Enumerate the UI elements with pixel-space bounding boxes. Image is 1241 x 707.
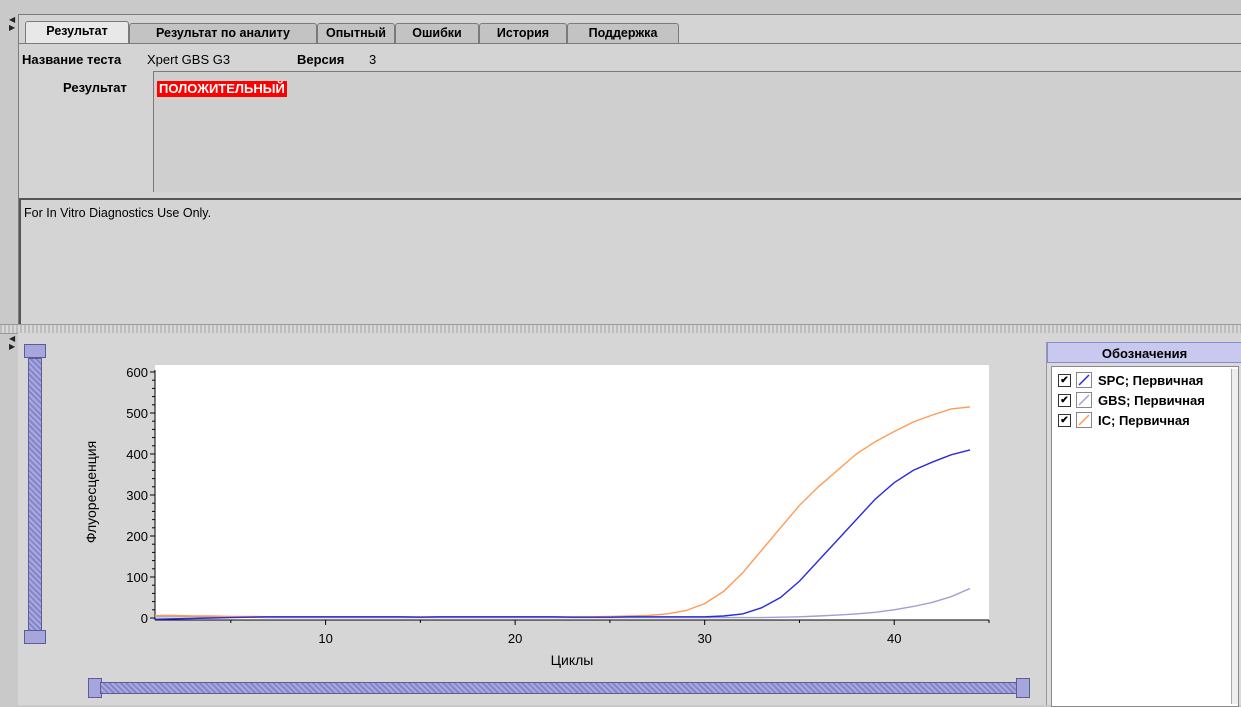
- legend-item-spc[interactable]: ✔ SPC; Первичная: [1058, 371, 1203, 389]
- y-zoom-scrollbar[interactable]: [20, 340, 50, 646]
- series-line-spc: [154, 449, 971, 620]
- x-tick-label: 30: [697, 631, 711, 646]
- collapse-left-arrow-icon[interactable]: ◀: [9, 15, 16, 24]
- version-value: 3: [369, 52, 377, 67]
- legend-item-label: IC; Первичная: [1098, 412, 1190, 428]
- result-status-badge: ПОЛОЖИТЕЛЬНЫЙ: [157, 81, 287, 97]
- plot-area: [155, 365, 989, 620]
- legend-item-label: SPC; Первичная: [1098, 372, 1204, 388]
- x-zoom-right-handle[interactable]: [1016, 678, 1030, 698]
- tab-underline: [19, 43, 1241, 44]
- legend-list: ✔ SPC; Первичная ✔ GBS; Первичная ✔ IC; …: [1051, 366, 1239, 707]
- y-tick-label: 600: [126, 365, 148, 380]
- y-axis-label: Флуоресценция: [83, 441, 99, 543]
- series-line-gbs: [155, 587, 971, 619]
- legend-checkbox[interactable]: ✔: [1058, 373, 1071, 387]
- legend-item-ic[interactable]: ✔ IC; Первичная: [1058, 411, 1190, 429]
- expand-right-arrow-icon[interactable]: ▶: [9, 342, 16, 351]
- result-box: ПОЛОЖИТЕЛЬНЫЙ: [153, 71, 1241, 192]
- amplification-chart: 0 100 200 300 400 500 600 10 20 30 40 Циклы Флуоре…: [83, 365, 990, 668]
- legend-panel: Обозначения ✔ SPC; Первичная ✔ GBS; Перв…: [1046, 342, 1241, 707]
- legend-scrollbar[interactable]: [1231, 369, 1238, 704]
- y-tick-label: 0: [141, 611, 148, 626]
- notes-box: For In Vitro Diagnostics Use Only.: [19, 198, 1241, 324]
- y-tick-label: 200: [126, 529, 148, 544]
- y-tick-label: 100: [126, 570, 148, 585]
- x-tick-label: 20: [508, 631, 522, 646]
- disclaimer-text: For In Vitro Diagnostics Use Only.: [24, 206, 212, 220]
- legend-title: Обозначения: [1047, 342, 1241, 363]
- legend-checkbox[interactable]: ✔: [1058, 393, 1071, 407]
- y-zoom-top-handle[interactable]: [24, 344, 46, 358]
- result-panel: Результат Результат по аналиту Опытный О…: [18, 14, 1241, 324]
- version-label: Версия: [297, 52, 345, 67]
- test-name-label: Название теста: [22, 52, 122, 67]
- collapse-left-arrow-icon[interactable]: ◀: [9, 334, 16, 343]
- tab-analyte-result[interactable]: Результат по аналиту: [129, 23, 317, 43]
- x-tick-label: 10: [318, 631, 332, 646]
- series-swatch-icon: [1076, 372, 1092, 388]
- y-zoom-bottom-handle[interactable]: [24, 630, 46, 644]
- y-tick-label: 300: [126, 488, 148, 503]
- x-tick-label: 40: [887, 631, 901, 646]
- legend-item-gbs[interactable]: ✔ GBS; Первичная: [1058, 391, 1205, 409]
- y-tick-label: 400: [126, 447, 148, 462]
- tab-errors[interactable]: Ошибки: [395, 23, 479, 43]
- x-axis-label: Циклы: [551, 652, 594, 668]
- test-name-value: Xpert GBS G3: [147, 52, 231, 67]
- tab-experimental[interactable]: Опытный: [317, 23, 395, 43]
- tab-history[interactable]: История: [479, 23, 567, 43]
- expand-right-arrow-icon[interactable]: ▶: [9, 23, 16, 32]
- series-swatch-icon: [1076, 412, 1092, 428]
- y-tick-label: 500: [126, 406, 148, 421]
- tab-support[interactable]: Поддержка: [567, 23, 679, 43]
- legend-item-label: GBS; Первичная: [1098, 392, 1205, 408]
- x-zoom-scrollbar[interactable]: [88, 676, 1032, 698]
- tab-result[interactable]: Результат: [25, 21, 129, 44]
- series-line-ic: [155, 406, 971, 618]
- result-label: Результат: [63, 80, 127, 95]
- series-swatch-icon: [1076, 392, 1092, 408]
- legend-checkbox[interactable]: ✔: [1058, 413, 1071, 427]
